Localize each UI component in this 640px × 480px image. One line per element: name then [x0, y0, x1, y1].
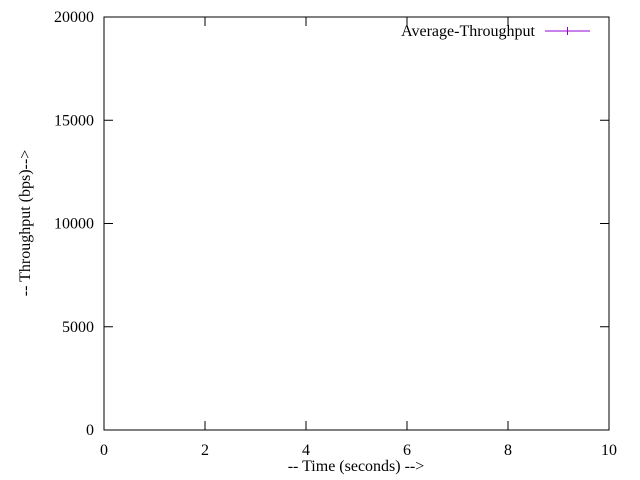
- legend: Average-Throughput: [401, 23, 590, 40]
- x-tick-label: 6: [403, 442, 411, 459]
- y-tick-label: 0: [86, 422, 94, 439]
- x-tick-label: 0: [100, 442, 108, 459]
- x-tick-label: 8: [504, 442, 512, 459]
- legend-label: Average-Throughput: [401, 23, 535, 40]
- y-tick-label: 10000: [54, 216, 94, 233]
- x-tick-label: 2: [201, 442, 209, 459]
- plot-frame: [103, 16, 610, 431]
- x-tick-label: 10: [601, 442, 617, 459]
- x-axis-ticks: 0 2 4 6 8 10: [100, 17, 617, 459]
- x-axis-label: -- Time (seconds) -->: [288, 458, 425, 475]
- y-tick-label: 15000: [54, 112, 94, 129]
- y-axis-ticks: 0 5000 10000 15000 20000: [54, 9, 609, 439]
- y-tick-label: 20000: [54, 9, 94, 26]
- y-axis-label: -- Throughput (bps)-->: [17, 150, 34, 296]
- x-tick-label: 4: [302, 442, 310, 459]
- y-tick-label: 5000: [62, 319, 94, 336]
- legend-series-marker: [563, 27, 572, 35]
